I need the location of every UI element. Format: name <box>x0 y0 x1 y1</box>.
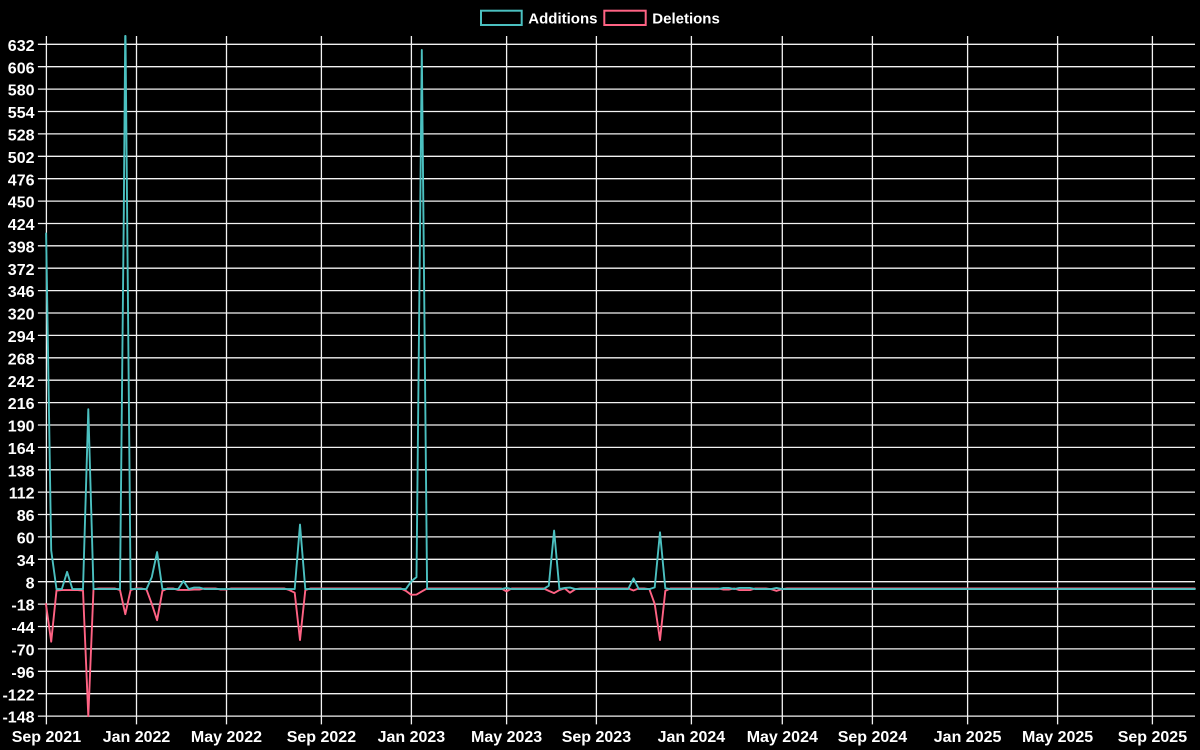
svg-text:-44: -44 <box>11 620 34 637</box>
svg-text:190: 190 <box>8 419 35 436</box>
svg-text:Sep 2021: Sep 2021 <box>12 729 81 746</box>
svg-text:346: 346 <box>8 284 35 301</box>
svg-text:294: 294 <box>8 329 35 346</box>
svg-text:372: 372 <box>8 262 35 279</box>
svg-text:164: 164 <box>8 441 35 458</box>
svg-text:242: 242 <box>8 374 35 391</box>
svg-text:320: 320 <box>8 307 35 324</box>
svg-text:May 2025: May 2025 <box>1022 729 1093 746</box>
svg-text:476: 476 <box>8 172 35 189</box>
svg-text:Additions: Additions <box>528 11 597 28</box>
svg-text:Sep 2024: Sep 2024 <box>838 729 907 746</box>
svg-text:606: 606 <box>8 60 35 77</box>
svg-text:112: 112 <box>9 486 35 503</box>
svg-text:Jan 2022: Jan 2022 <box>103 729 171 746</box>
svg-text:632: 632 <box>8 38 35 55</box>
svg-text:268: 268 <box>8 351 35 368</box>
svg-text:-122: -122 <box>2 687 34 704</box>
svg-text:May 2022: May 2022 <box>191 729 262 746</box>
svg-text:580: 580 <box>8 83 35 100</box>
svg-text:502: 502 <box>8 150 35 167</box>
svg-text:424: 424 <box>8 217 35 234</box>
svg-text:-70: -70 <box>11 643 34 660</box>
svg-text:528: 528 <box>8 128 35 145</box>
svg-text:Jan 2023: Jan 2023 <box>378 729 446 746</box>
svg-text:Sep 2023: Sep 2023 <box>562 729 631 746</box>
svg-text:554: 554 <box>8 105 35 122</box>
svg-text:8: 8 <box>26 575 35 592</box>
svg-text:398: 398 <box>8 239 35 256</box>
svg-text:-148: -148 <box>2 710 34 727</box>
svg-text:-18: -18 <box>11 598 34 615</box>
svg-text:138: 138 <box>8 463 35 480</box>
svg-text:216: 216 <box>8 396 35 413</box>
svg-text:May 2023: May 2023 <box>471 729 542 746</box>
svg-text:34: 34 <box>17 553 35 570</box>
svg-text:450: 450 <box>8 195 35 212</box>
svg-text:60: 60 <box>17 531 35 548</box>
svg-text:Jan 2025: Jan 2025 <box>934 729 1002 746</box>
svg-text:Sep 2025: Sep 2025 <box>1118 729 1187 746</box>
svg-text:Deletions: Deletions <box>652 11 720 28</box>
svg-text:-96: -96 <box>11 665 34 682</box>
svg-text:May 2024: May 2024 <box>747 729 818 746</box>
svg-text:Sep 2022: Sep 2022 <box>287 729 356 746</box>
svg-text:Jan 2024: Jan 2024 <box>658 729 726 746</box>
svg-text:86: 86 <box>17 508 35 525</box>
